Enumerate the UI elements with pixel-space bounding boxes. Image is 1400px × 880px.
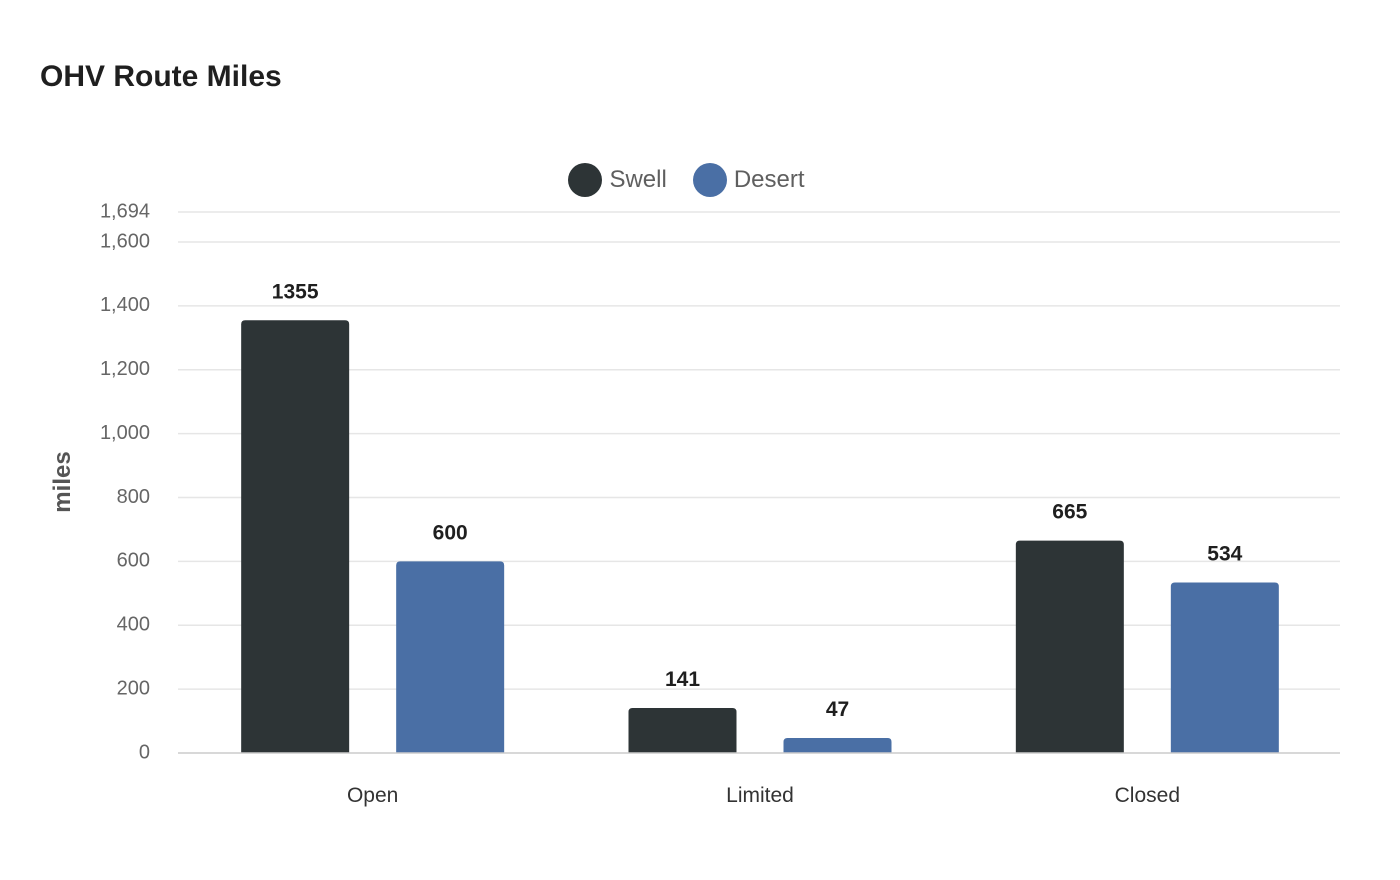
y-tick-label: 600 xyxy=(117,550,150,572)
legend-swatch-desert xyxy=(692,163,727,197)
legend-label-desert: Desert xyxy=(733,166,805,193)
y-axis-ticks: 0 200 400 600 800 1,000 1,200 1,400 1,600 1,694 xyxy=(100,200,150,763)
legend: Swell Desert xyxy=(0,162,1400,198)
bars xyxy=(241,320,1279,753)
legend-items: Swell Desert xyxy=(568,163,805,197)
bar-swell-limited[interactable] xyxy=(628,707,737,753)
bar-swell-open[interactable] xyxy=(241,320,350,753)
data-label: 1355 xyxy=(272,280,319,303)
legend-swatch-swell xyxy=(568,163,603,197)
y-tick-label: 400 xyxy=(117,614,150,636)
data-label: 141 xyxy=(665,668,700,691)
y-tick-label: 1,400 xyxy=(100,294,150,316)
y-tick-label: 1,600 xyxy=(100,230,150,252)
data-labels: 1355 600 141 47 665 534 xyxy=(272,280,1243,721)
legend-label-swell: Swell xyxy=(609,166,667,193)
data-label: 665 xyxy=(1052,501,1087,524)
y-tick-label: 200 xyxy=(117,677,150,699)
bar-desert-open[interactable] xyxy=(396,561,505,753)
bar-desert-closed[interactable] xyxy=(1170,582,1279,753)
data-label: 47 xyxy=(826,698,849,721)
data-label: 534 xyxy=(1207,542,1242,565)
legend-item-desert[interactable]: Desert xyxy=(692,163,805,197)
bar-desert-limited[interactable] xyxy=(783,737,892,753)
chart-title: OHV Route Miles xyxy=(40,60,282,93)
bar-swell-closed[interactable] xyxy=(1015,540,1124,753)
y-tick-label: 1,694 xyxy=(100,200,150,222)
x-tick-label: Limited xyxy=(726,784,794,807)
y-tick-label: 0 xyxy=(139,741,150,763)
y-tick-label: 1,000 xyxy=(100,422,150,444)
x-axis-ticks: Open Limited Closed xyxy=(347,784,1180,807)
gridlines xyxy=(178,211,1340,690)
data-label: 600 xyxy=(433,521,468,544)
x-tick-label: Closed xyxy=(1115,784,1180,807)
x-tick-label: Open xyxy=(347,784,398,807)
legend-item-swell[interactable]: Swell xyxy=(568,163,667,197)
y-tick-label: 1,200 xyxy=(100,358,150,380)
y-tick-label: 800 xyxy=(117,486,150,508)
